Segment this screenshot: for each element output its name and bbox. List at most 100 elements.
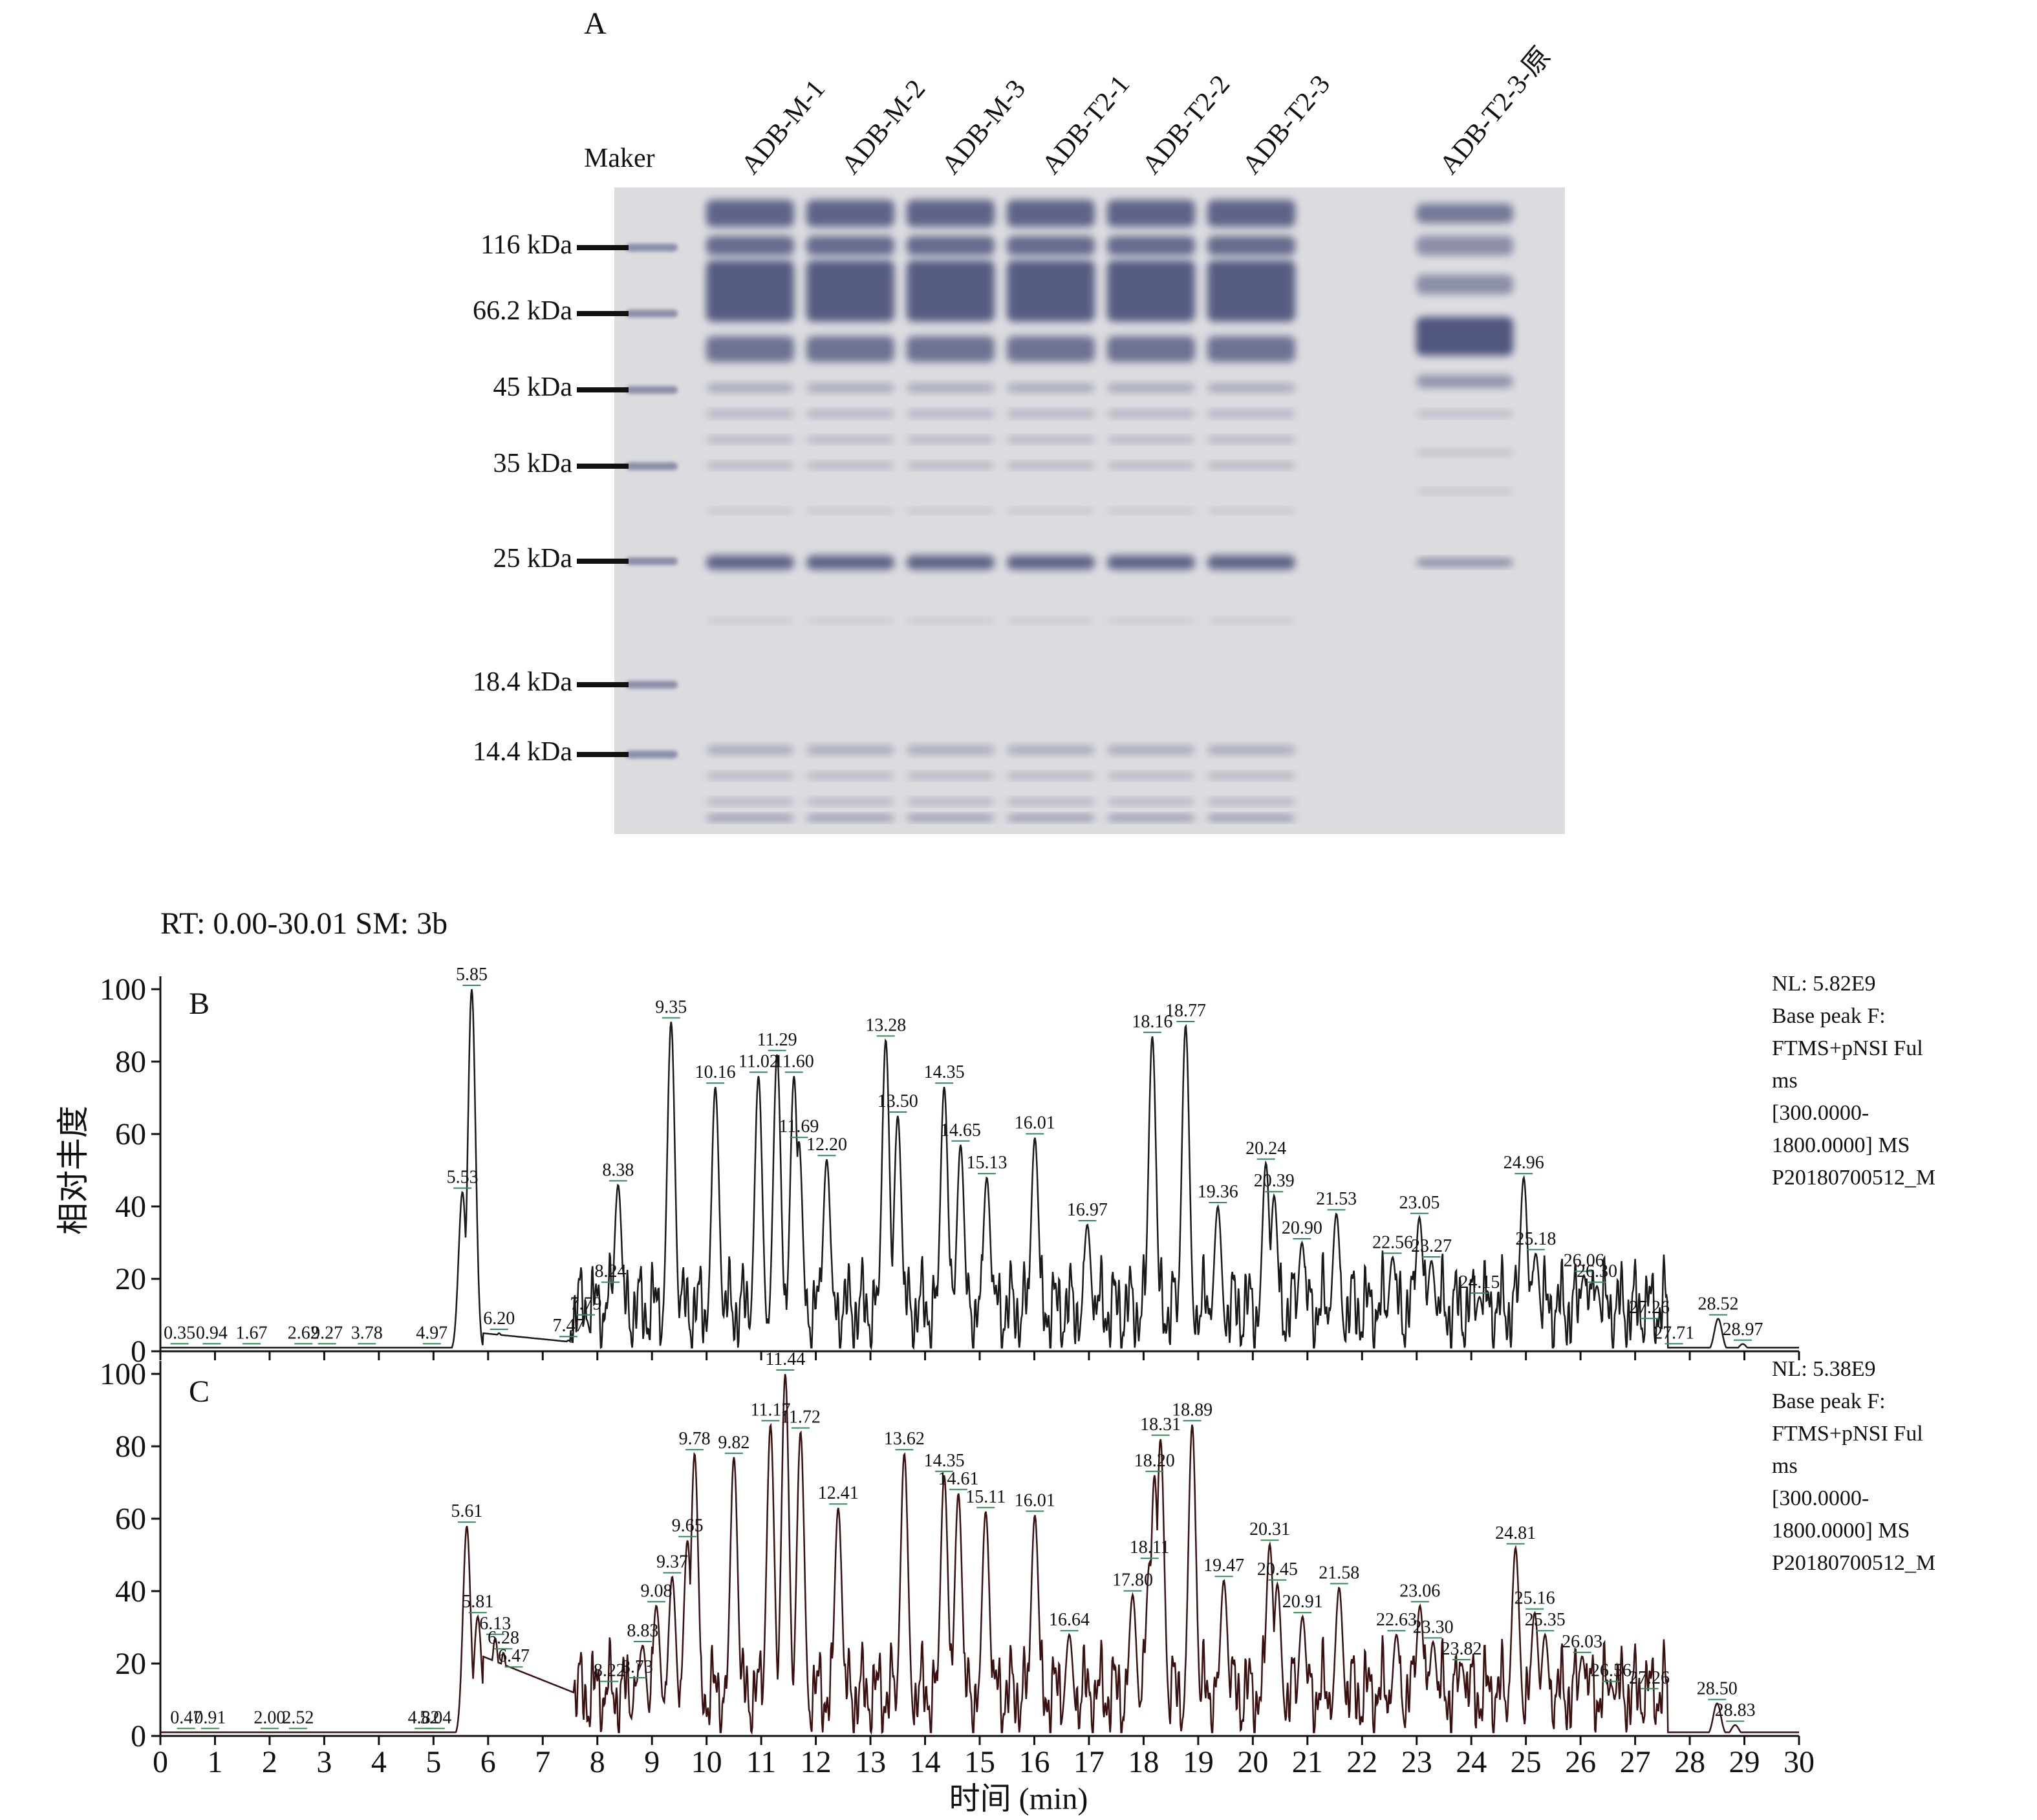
lane-band: [1207, 508, 1295, 513]
chromatogram-trace: [160, 1374, 1799, 1735]
lane-band: [1207, 555, 1295, 570]
x-tick-label: 27: [1620, 1745, 1651, 1779]
gel-marker-label: Maker: [584, 144, 655, 173]
peak-label: 5.53: [447, 1168, 479, 1188]
lane-band: [1007, 383, 1095, 392]
peak-label: 2.62: [288, 1323, 319, 1343]
lane-band: [806, 773, 894, 779]
lane-band: [1416, 449, 1513, 456]
lane-band: [1107, 773, 1195, 779]
marker-tick: [577, 245, 629, 250]
lane-band: [1416, 411, 1513, 417]
peak-label: 9.65: [672, 1516, 704, 1536]
lane-band: [806, 618, 894, 623]
lane-band: [1207, 798, 1295, 805]
lane-band: [1007, 773, 1095, 779]
x-tick-label: 23: [1401, 1745, 1432, 1779]
peak-label: 26.03: [1562, 1632, 1602, 1652]
x-tick-label: 30: [1784, 1745, 1815, 1779]
lane-band: [806, 436, 894, 443]
side-info-line: NL: 5.82E9: [1772, 972, 1876, 996]
x-tick-label: 0: [153, 1745, 168, 1779]
peak-label: 19.47: [1203, 1556, 1244, 1576]
gel-marker-bands: 116 kDa 66.2 kDa 45 kDa 35 kDa 25 kDa 18…: [473, 230, 629, 767]
peak-label: 21.58: [1319, 1563, 1359, 1583]
rt-header: RT: 0.00-30.01 SM: 3b: [160, 906, 447, 941]
gel-lane-label: ADB-T2-3: [1236, 70, 1336, 180]
peak-label: 7.47: [552, 1316, 584, 1336]
lane-band: [907, 260, 995, 322]
peak-label: 18.16: [1132, 1012, 1172, 1032]
peak-label: 9.37: [656, 1552, 688, 1572]
marker-band-label: 18.4 kDa: [473, 667, 572, 697]
peak-label: 15.11: [965, 1487, 1006, 1507]
peak-label: 13.62: [884, 1429, 925, 1449]
x-tick-label: 19: [1183, 1745, 1214, 1779]
lane-band: [1007, 410, 1095, 418]
lane-band: [1107, 436, 1195, 443]
peak-label: 28.97: [1722, 1320, 1763, 1340]
lane-band: [907, 410, 995, 418]
x-tick-label: 15: [964, 1745, 995, 1779]
side-info-line: ms: [1772, 1069, 1798, 1093]
lane-band: [1007, 815, 1095, 821]
lane-band: [1007, 508, 1095, 513]
lane-band: [907, 236, 995, 255]
lane-band: [706, 260, 794, 322]
x-tick-label: 24: [1456, 1745, 1487, 1779]
peak-label: 5.81: [462, 1592, 493, 1612]
peak-label: 18.31: [1140, 1415, 1181, 1435]
lane-band: [907, 745, 995, 755]
peak-label: 11.60: [774, 1051, 814, 1071]
lane-band: [907, 798, 995, 805]
peak-label: 10.16: [695, 1062, 736, 1082]
peak-label: 23.27: [1411, 1236, 1452, 1256]
side-info-line: Base peak F:: [1772, 1389, 1886, 1413]
lane-band: [1007, 200, 1095, 227]
gel-lane-label: ADB-T2-1: [1036, 70, 1136, 180]
marker-band-label: 45 kDa: [493, 372, 573, 402]
peak-label: 6.47: [498, 1646, 530, 1666]
side-info-b: NL: 5.82E9 Base peak F: FTMS+pNSI Ful ms…: [1772, 972, 1935, 1190]
marker-tick: [577, 559, 629, 564]
lane-band: [907, 200, 995, 227]
lane-band: [1207, 200, 1295, 227]
lane-band: [706, 236, 794, 255]
peak-label: 20.39: [1254, 1171, 1295, 1191]
lane-band: [1107, 336, 1195, 362]
marker-band-label: 66.2 kDa: [473, 296, 572, 326]
marker-tick: [577, 311, 629, 316]
lane-band: [1207, 260, 1295, 322]
peak-label: 6.13: [479, 1614, 511, 1634]
lane-band: [1416, 204, 1513, 223]
lane-band: [1007, 618, 1095, 623]
lane-band: [806, 555, 894, 570]
lane-band: [1107, 410, 1195, 418]
lane-band: [1007, 745, 1095, 755]
peak-label: 20.45: [1257, 1559, 1298, 1579]
x-tick-label: 16: [1018, 1745, 1050, 1779]
peak-label: 27.26: [1629, 1668, 1670, 1688]
lane-band: [806, 336, 894, 362]
lane-band: [1107, 462, 1195, 469]
peak-label: 5.61: [451, 1501, 482, 1521]
side-info-line: NL: 5.38E9: [1772, 1357, 1876, 1381]
lane-band: [1207, 410, 1295, 418]
x-tick-label: 20: [1237, 1745, 1268, 1779]
lane-band: [706, 798, 794, 805]
lane-band: [706, 200, 794, 227]
y-tick-label: 80: [115, 1045, 146, 1079]
x-tick-label: 3: [316, 1745, 332, 1779]
y-tick-label: 100: [100, 1357, 146, 1391]
peak-label: 19.36: [1198, 1182, 1238, 1202]
side-info-line: 1800.0000] MS: [1772, 1133, 1910, 1157]
lane-band: [706, 618, 794, 623]
gel-bands: [626, 200, 1513, 821]
peak-label: 8.24: [595, 1261, 627, 1281]
marker-tick: [577, 752, 629, 757]
lane-band: [806, 508, 894, 513]
peak-label: 14.65: [940, 1120, 981, 1140]
lane-band: [706, 773, 794, 779]
x-tick-label: 5: [426, 1745, 441, 1779]
lane-band: [1107, 260, 1195, 322]
